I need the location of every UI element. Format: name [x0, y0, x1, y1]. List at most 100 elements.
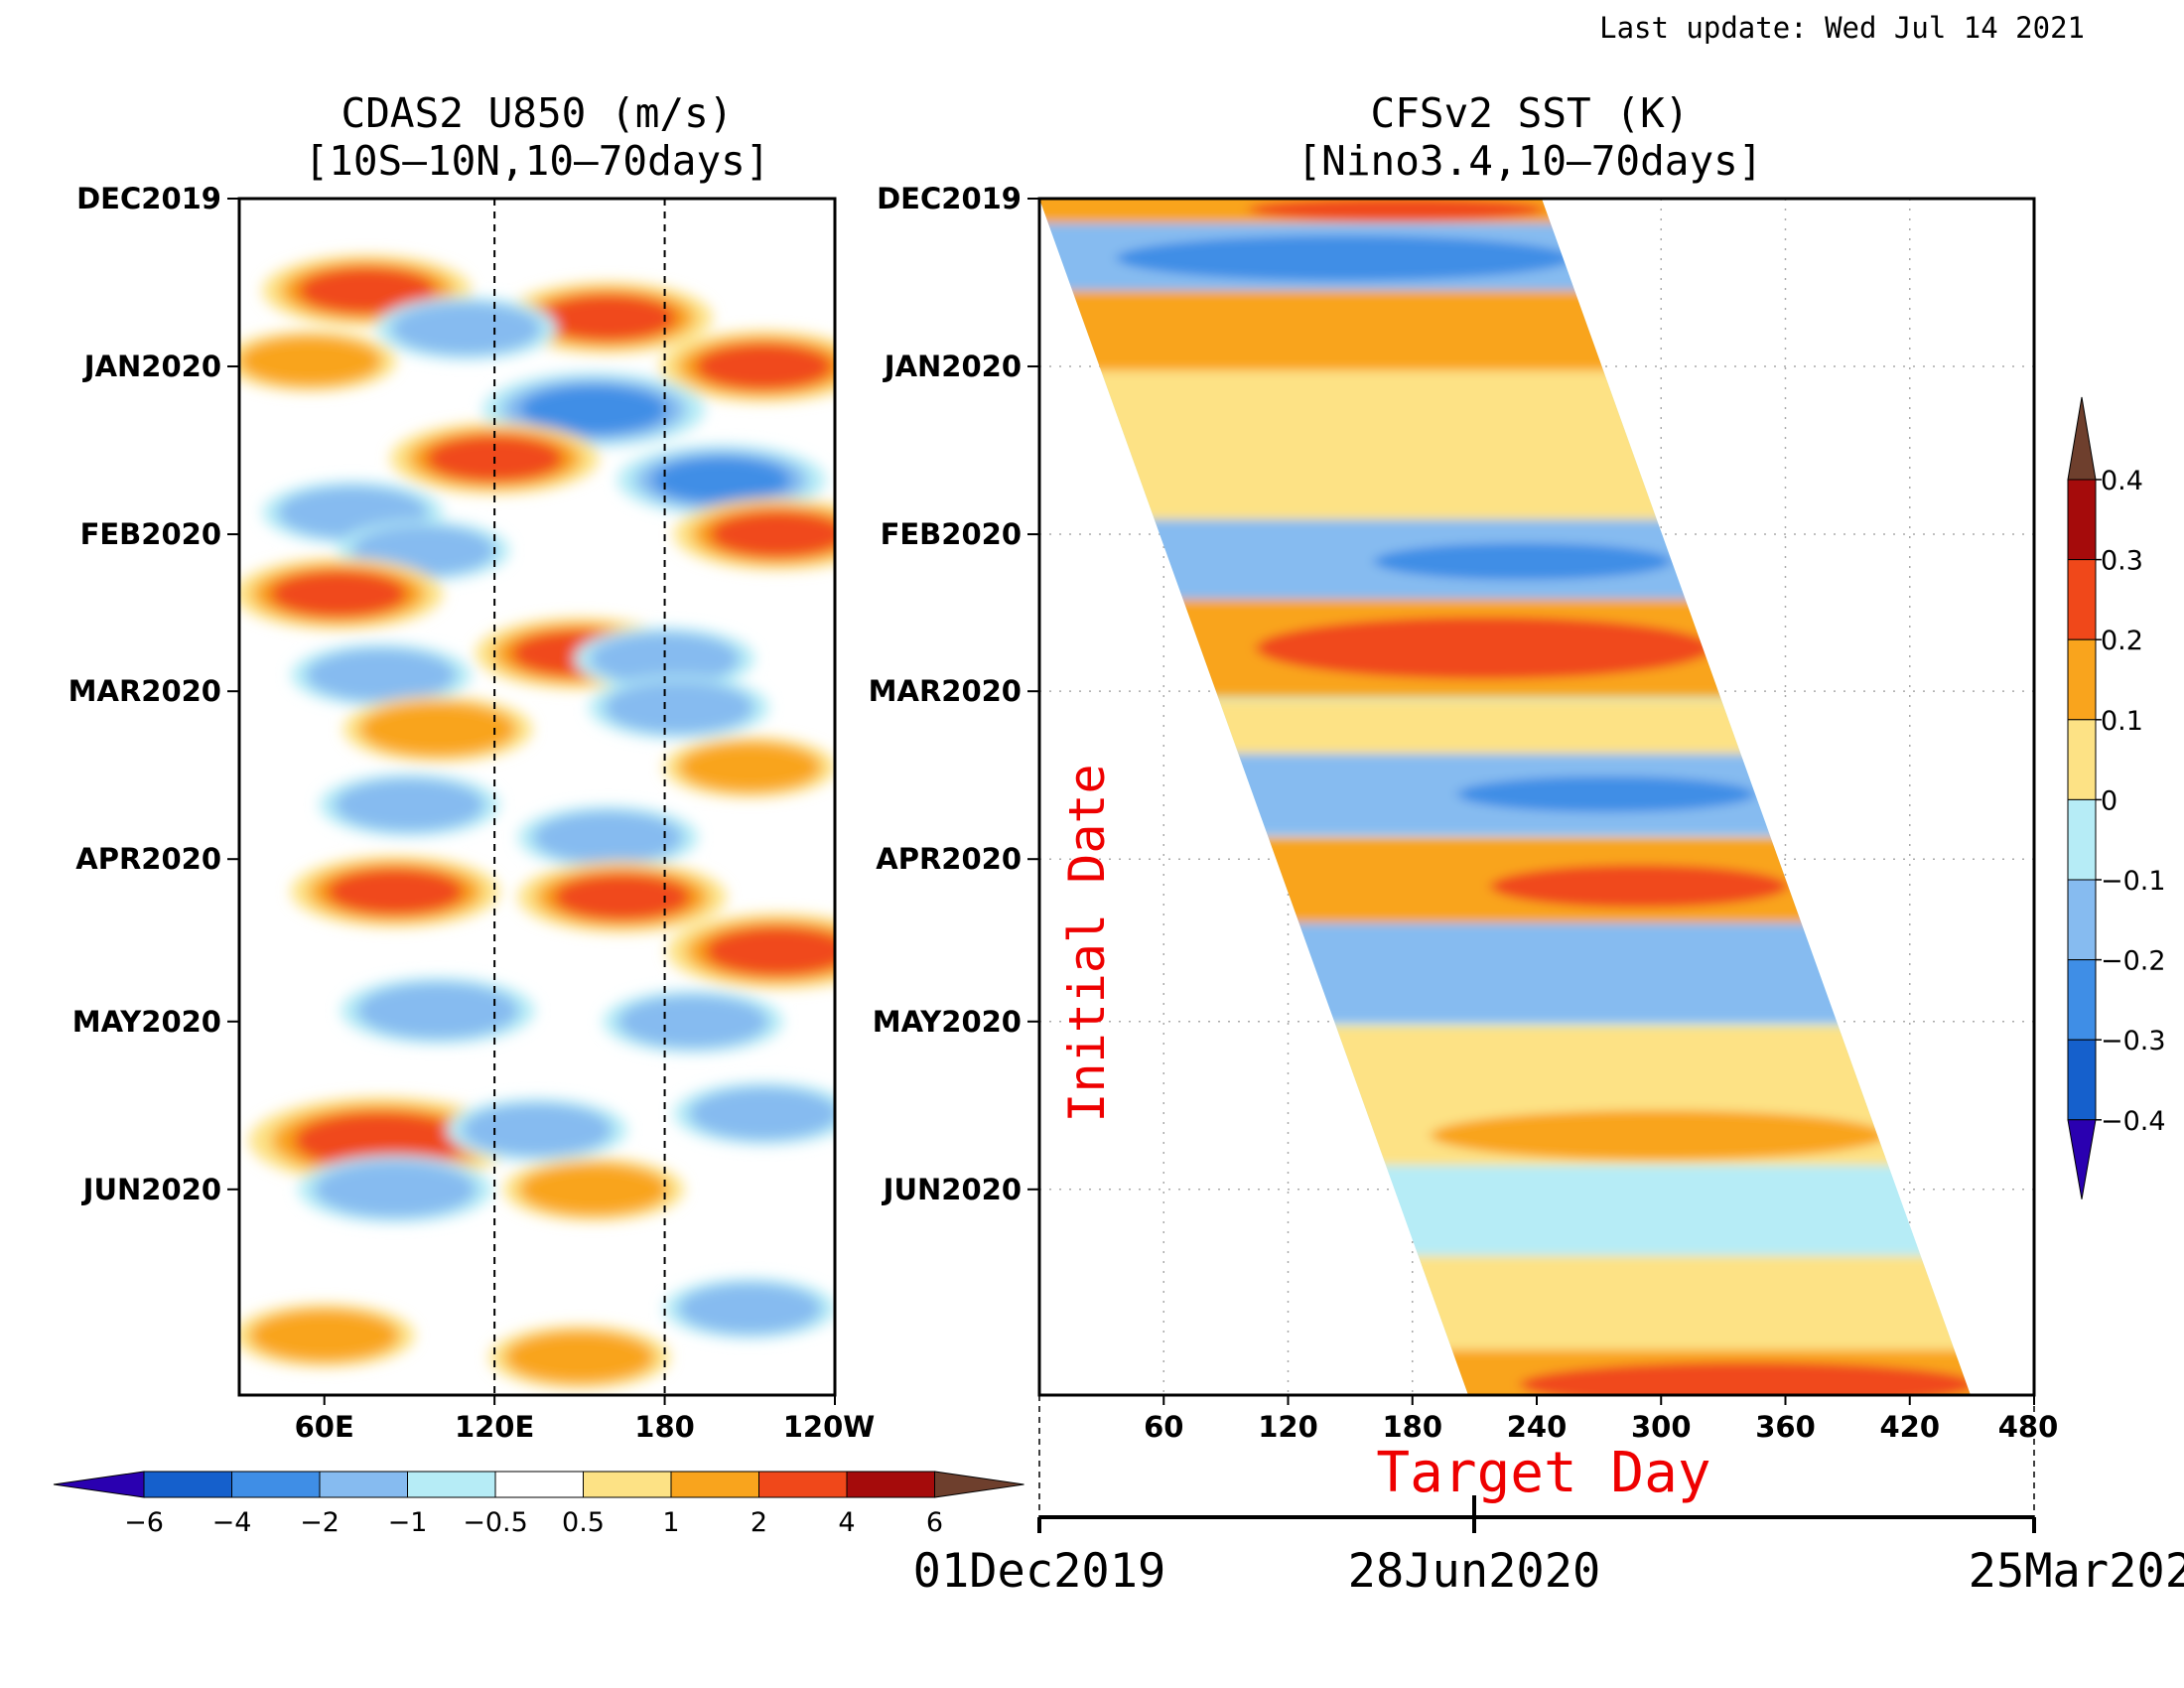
u850-anomaly-16: [588, 675, 769, 740]
u850-panel: CDAS2 U850 (m/s) [10S–10N,10–70days] DEC…: [68, 89, 876, 1444]
date-axis-label: 28Jun2020: [1348, 1544, 1601, 1599]
u850-colorbar-swatch: [583, 1471, 672, 1498]
sst-colorbar-swatch: [2067, 479, 2097, 561]
sst-y-axis-label: Initial Date: [1058, 764, 1116, 1122]
sst-x-tick-label: 480: [1998, 1410, 2059, 1444]
sst-y-tick-label: JUN2020: [882, 1173, 1022, 1206]
sst-x-tick-label: 240: [1507, 1410, 1568, 1444]
sst-x-axis: 60 120 180 240 300 360 420 480: [1144, 1395, 2058, 1444]
u850-anomaly-13: [574, 627, 755, 691]
u850-anomaly-22: [666, 913, 835, 989]
u850-anomaly-20: [291, 855, 500, 927]
u850-colorbar: −6 −4 −2 −1 −0.5 0.5 1 2 4 6: [53, 1471, 1024, 1538]
u850-y-tick-label: MAY2020: [72, 1005, 221, 1039]
sst-y-tick-label: APR2020: [876, 842, 1022, 876]
sst-x-tick-label: 120: [1258, 1410, 1318, 1444]
sst-panel: CFSv2 SST (K) [Nino3.4,10–70days] DEC201…: [869, 89, 2184, 1599]
u850-anomaly-24: [603, 989, 784, 1054]
sst-y-axis: DEC2019 JAN2020 FEB2020 MAR2020 APR2020 MAY20…: [869, 182, 1039, 1206]
u850-x-tick-label: 120W: [783, 1410, 876, 1444]
u850-anomaly-14: [290, 642, 472, 707]
u850-anomaly-17: [663, 736, 835, 798]
sst-colorbar-swatch: [2067, 879, 2097, 961]
u850-colorbar-max-arrow: [934, 1471, 1024, 1498]
u850-title: CDAS2 U850 (m/s): [341, 89, 734, 137]
u850-field: [239, 254, 835, 1389]
u850-x-axis: 60E 120E 180 120W: [295, 1395, 876, 1444]
u850-anomaly-29: [503, 1157, 685, 1221]
u850-anomaly-5: [482, 371, 706, 448]
u850-y-tick-label: APR2020: [75, 842, 221, 876]
sst-colorbar: 0.4 0.3 0.2 0.1 0 −0.1 −0.2 −0.3 −0.4: [2067, 396, 2166, 1199]
u850-colorbar-label: −4: [212, 1507, 252, 1538]
sst-colorbar-label: 0: [2101, 785, 2117, 816]
sst-colorbar-label: −0.1: [2101, 866, 2166, 897]
u850-colorbar-min-arrow: [53, 1471, 145, 1498]
u850-anomaly-18: [319, 773, 500, 837]
u850-anomaly-32: [663, 1277, 835, 1339]
sst-y-tick-label: MAR2020: [869, 674, 1022, 708]
u850-colorbar-swatch: [494, 1471, 584, 1498]
sst-colorbar-label: −0.3: [2101, 1026, 2166, 1056]
sst-colorbar-label: 0.3: [2101, 546, 2143, 577]
u850-anomaly-4: [659, 331, 835, 403]
u850-x-tick-label: 60E: [295, 1410, 354, 1444]
u850-y-tick-label: MAR2020: [68, 674, 221, 708]
u850-anomaly-21: [517, 861, 727, 933]
u850-anomaly-19: [517, 805, 699, 870]
u850-anomaly-11: [239, 558, 443, 631]
sst-colorbar-label: 0.1: [2101, 706, 2143, 737]
u850-subtitle: [10S–10N,10–70days]: [305, 137, 770, 185]
u850-anomaly-10: [673, 498, 835, 571]
u850-colorbar-swatch: [758, 1471, 848, 1498]
sst-x-tick-label: 60: [1144, 1410, 1183, 1444]
u850-colorbar-swatch: [407, 1471, 496, 1498]
sst-colorbar-swatch: [2067, 638, 2097, 721]
sst-date-axis: 01Dec2019 28Jun2020 25Mar2021: [913, 1395, 2184, 1599]
sst-x-axis-label: Target Day: [1376, 1441, 1710, 1505]
u850-y-tick-label: DEC2019: [76, 182, 221, 215]
sst-colorbar-max-arrow: [2067, 396, 2097, 481]
u850-y-tick-label: JUN2020: [81, 1173, 221, 1206]
sst-y-tick-label: JAN2020: [883, 350, 1022, 383]
sst-title: CFSv2 SST (K): [1371, 89, 1690, 137]
u850-colorbar-label: 2: [751, 1507, 767, 1538]
sst-y-tick-label: DEC2019: [877, 182, 1022, 215]
last-update: Last update: Wed Jul 14 2021: [1599, 11, 2085, 45]
sst-y-tick-label: MAY2020: [873, 1005, 1022, 1039]
u850-x-tick-label: 180: [634, 1410, 695, 1444]
u850-colorbar-swatch: [143, 1471, 232, 1498]
sst-colorbar-label: −0.2: [2101, 946, 2166, 977]
u850-colorbar-swatch: [319, 1471, 408, 1498]
sst-colorbar-swatch: [2067, 959, 2097, 1041]
sst-colorbar-swatch: [2067, 1039, 2097, 1121]
sst-colorbar-min-arrow: [2067, 1119, 2097, 1199]
u850-anomaly-3: [239, 330, 397, 392]
sst-colorbar-label: 0.4: [2101, 466, 2143, 496]
sst-colorbar-swatch: [2067, 559, 2097, 640]
u850-anomaly-1: [503, 281, 713, 353]
u850-x-tick-label: 120E: [455, 1410, 534, 1444]
u850-anomaly-2: [375, 296, 557, 360]
date-axis-label: 01Dec2019: [913, 1544, 1166, 1599]
u850-reference-lines: [493, 199, 666, 1395]
u850-anomaly-26: [447, 1097, 627, 1162]
sst-colorbar-swatch: [2067, 798, 2097, 881]
u850-anomaly-7: [616, 444, 826, 516]
sst-x-tick-label: 420: [1879, 1410, 1940, 1444]
u850-anomaly-31: [488, 1325, 670, 1389]
u850-anomaly-23: [341, 976, 535, 1045]
sst-colorbar-swatch: [2067, 719, 2097, 800]
u850-plot-frame: [237, 197, 837, 1397]
u850-colorbar-swatch: [231, 1471, 321, 1498]
u850-colorbar-label: −2: [300, 1507, 340, 1538]
u850-colorbar-label: −6: [124, 1507, 164, 1538]
u850-colorbar-swatch: [846, 1471, 935, 1498]
u850-colorbar-label: −0.5: [463, 1507, 528, 1538]
u850-colorbar-label: −1: [388, 1507, 428, 1538]
u850-anomaly-28: [298, 1155, 493, 1223]
u850-colorbar-swatch: [670, 1471, 759, 1498]
sst-x-tick-label: 360: [1755, 1410, 1816, 1444]
u850-anomaly-27: [673, 1081, 835, 1146]
